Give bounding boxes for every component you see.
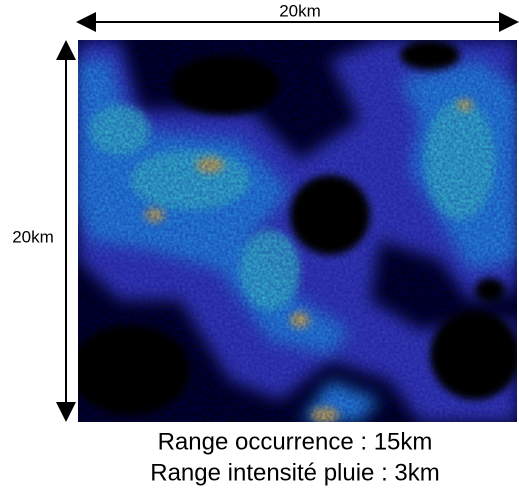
width-label: 20km	[279, 1, 321, 20]
height-label: 20km	[12, 227, 54, 246]
figure: 20km 20km Range occurrence : 15km Range …	[0, 0, 519, 492]
caption-line: Range occurrence : 15km	[158, 428, 433, 455]
page: 20km 20km Range occurrence : 15km Range …	[0, 0, 519, 492]
rain-field	[70, 40, 519, 423]
caption-line: Range intensité pluie : 3km	[150, 459, 440, 486]
